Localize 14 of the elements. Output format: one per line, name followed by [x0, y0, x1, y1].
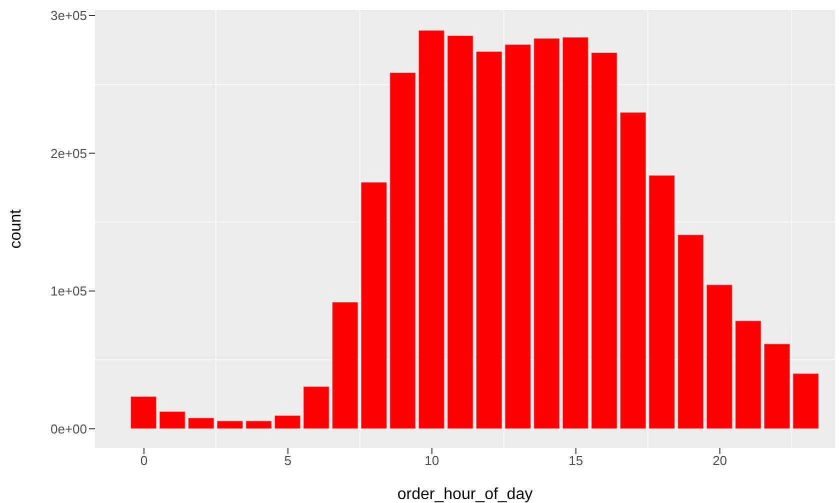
y-tick-label: 2e+05: [50, 146, 87, 161]
bar: [274, 414, 301, 430]
y-tick-label: 1e+05: [50, 284, 87, 299]
y-tick-label: 0e+00: [50, 421, 87, 436]
x-axis-title: order_hour_of_day: [397, 486, 533, 503]
x-tick-label: 15: [568, 453, 584, 468]
x-tick-label: 20: [712, 453, 728, 468]
x-tick-label: 0: [140, 453, 148, 468]
x-tick-label: 10: [424, 453, 440, 468]
y-axis-title: count: [8, 208, 25, 249]
y-tick-label: 3e+05: [50, 8, 87, 24]
bar: [130, 396, 157, 430]
x-tick-label: 5: [284, 453, 292, 468]
bar: [302, 386, 330, 430]
